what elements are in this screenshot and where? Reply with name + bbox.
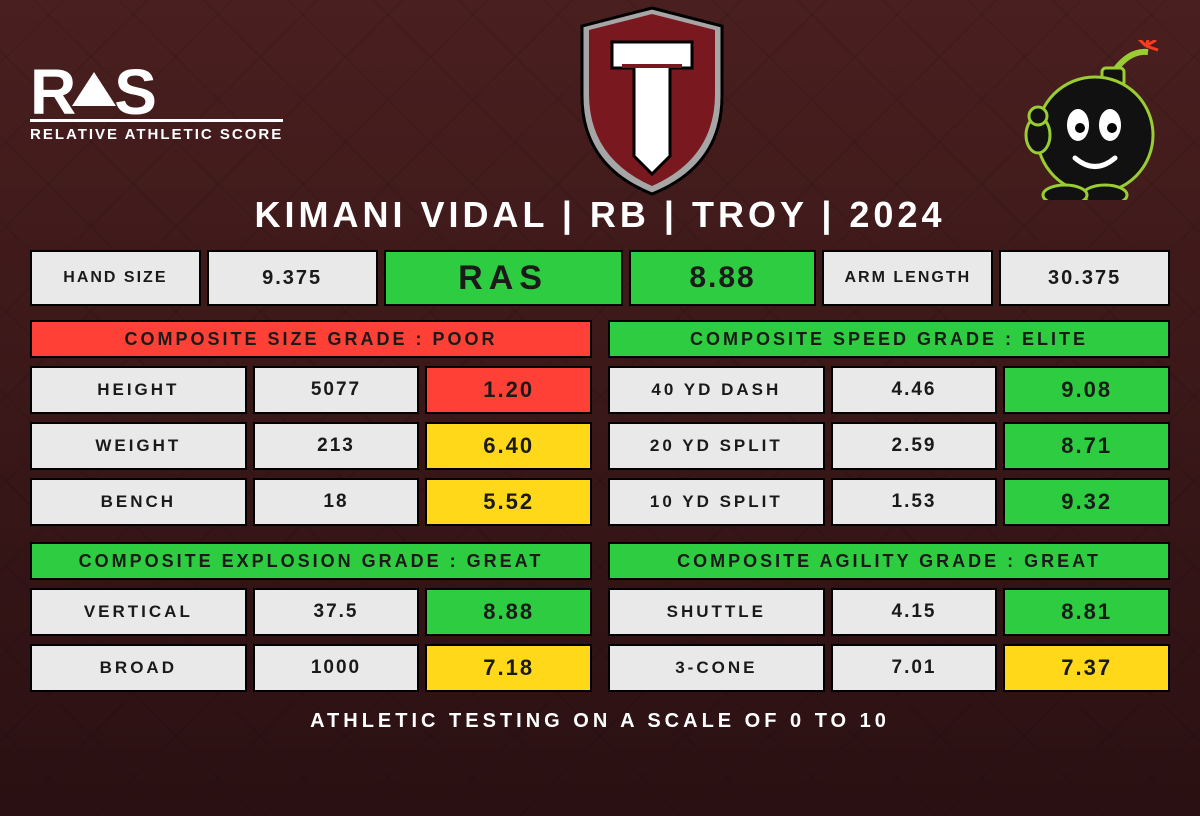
metric-name: VERTICAL bbox=[30, 588, 247, 636]
top-row: HAND SIZE 9.375 RAS 8.88 ARM LENGTH 30.3… bbox=[30, 250, 1170, 306]
section-header: COMPOSITE SIZE GRADE : POOR bbox=[30, 320, 592, 358]
metric-score: 8.88 bbox=[425, 588, 592, 636]
metric-row: HEIGHT50771.20 bbox=[30, 366, 592, 414]
metric-raw: 4.46 bbox=[831, 366, 998, 414]
metric-raw: 4.15 bbox=[831, 588, 998, 636]
section: COMPOSITE EXPLOSION GRADE : GREAT VERTICA… bbox=[30, 542, 592, 692]
metric-row: 3-CONE7.017.37 bbox=[608, 644, 1170, 692]
metric-name: 10 YD SPLIT bbox=[608, 478, 825, 526]
ras-logo: R S RELATIVE ATHLETIC SCORE bbox=[30, 10, 283, 143]
metric-name: SHUTTLE bbox=[608, 588, 825, 636]
metric-raw: 5077 bbox=[253, 366, 420, 414]
metric-raw: 1000 bbox=[253, 644, 420, 692]
metric-score: 5.52 bbox=[425, 478, 592, 526]
section-header: COMPOSITE SPEED GRADE : ELITE bbox=[608, 320, 1170, 358]
metric-name: 3-CONE bbox=[608, 644, 825, 692]
metric-row: SHUTTLE4.158.81 bbox=[608, 588, 1170, 636]
footer: ATHLETIC TESTING ON A SCALE OF 0 TO 10 bbox=[0, 710, 1200, 733]
ras-logo-triangle-icon bbox=[72, 72, 116, 106]
metric-score: 7.37 bbox=[1003, 644, 1170, 692]
ras-logo-r: R bbox=[30, 65, 74, 119]
metric-score: 8.71 bbox=[1003, 422, 1170, 470]
ras-logo-s: S bbox=[114, 65, 155, 119]
section: COMPOSITE SPEED GRADE : ELITE 40 YD DASH4… bbox=[608, 320, 1170, 526]
metric-raw: 18 bbox=[253, 478, 420, 526]
metric-row: 40 YD DASH4.469.08 bbox=[608, 366, 1170, 414]
metric-row: BENCH185.52 bbox=[30, 478, 592, 526]
player-line: KIMANI VIDAL | RB | TROY | 2024 bbox=[0, 194, 1200, 236]
metric-name: 40 YD DASH bbox=[608, 366, 825, 414]
metric-raw: 2.59 bbox=[831, 422, 998, 470]
metric-name: 20 YD SPLIT bbox=[608, 422, 825, 470]
metric-name: BROAD bbox=[30, 644, 247, 692]
metric-name: HEIGHT bbox=[30, 366, 247, 414]
metric-score: 7.18 bbox=[425, 644, 592, 692]
arm-length-value: 30.375 bbox=[999, 250, 1170, 306]
metric-row: VERTICAL37.58.88 bbox=[30, 588, 592, 636]
team-shield-icon bbox=[577, 6, 727, 196]
metric-score: 9.32 bbox=[1003, 478, 1170, 526]
metric-raw: 1.53 bbox=[831, 478, 998, 526]
bomb-mascot-icon bbox=[1020, 40, 1170, 200]
hand-size-value: 9.375 bbox=[207, 250, 378, 306]
metric-row: BROAD10007.18 bbox=[30, 644, 592, 692]
section-header: COMPOSITE AGILITY GRADE : GREAT bbox=[608, 542, 1170, 580]
header: R S RELATIVE ATHLETIC SCORE bbox=[0, 0, 1200, 190]
ras-label: RAS bbox=[384, 250, 623, 306]
metric-score: 6.40 bbox=[425, 422, 592, 470]
section-header: COMPOSITE EXPLOSION GRADE : GREAT bbox=[30, 542, 592, 580]
arm-length-label: ARM LENGTH bbox=[822, 250, 993, 306]
metric-name: BENCH bbox=[30, 478, 247, 526]
metric-name: WEIGHT bbox=[30, 422, 247, 470]
metric-row: WEIGHT2136.40 bbox=[30, 422, 592, 470]
metric-raw: 37.5 bbox=[253, 588, 420, 636]
ras-card: HAND SIZE 9.375 RAS 8.88 ARM LENGTH 30.3… bbox=[30, 250, 1170, 692]
metric-raw: 7.01 bbox=[831, 644, 998, 692]
sections-grid: COMPOSITE SIZE GRADE : POOR HEIGHT50771.2… bbox=[30, 320, 1170, 692]
metric-row: 20 YD SPLIT2.598.71 bbox=[608, 422, 1170, 470]
ras-value: 8.88 bbox=[629, 250, 817, 306]
hand-size-label: HAND SIZE bbox=[30, 250, 201, 306]
metric-score: 1.20 bbox=[425, 366, 592, 414]
metric-score: 8.81 bbox=[1003, 588, 1170, 636]
section: COMPOSITE SIZE GRADE : POOR HEIGHT50771.2… bbox=[30, 320, 592, 526]
metric-raw: 213 bbox=[253, 422, 420, 470]
metric-row: 10 YD SPLIT1.539.32 bbox=[608, 478, 1170, 526]
section: COMPOSITE AGILITY GRADE : GREAT SHUTTLE4.… bbox=[608, 542, 1170, 692]
metric-score: 9.08 bbox=[1003, 366, 1170, 414]
